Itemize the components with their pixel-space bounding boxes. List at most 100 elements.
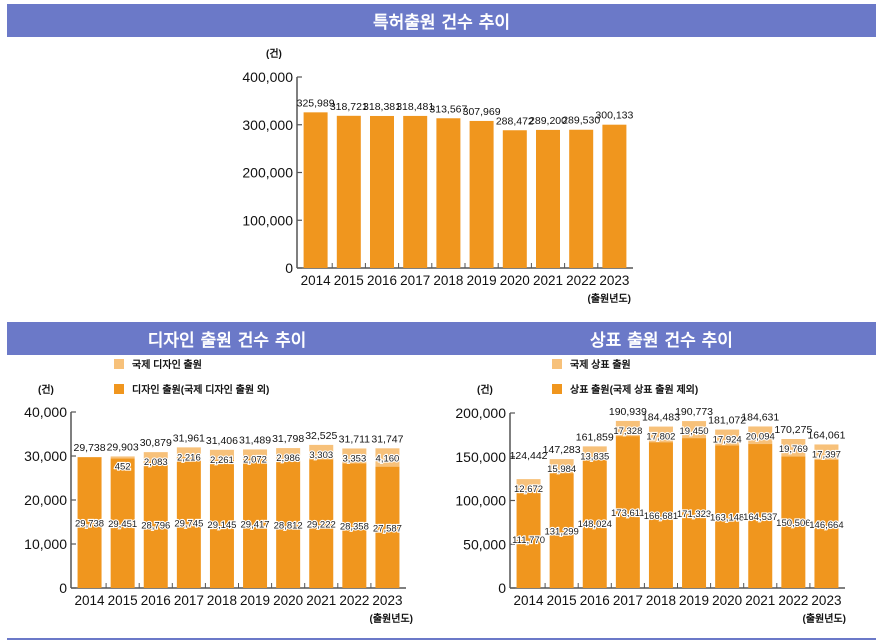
bar-segment-main: [582, 458, 607, 588]
bar-main-value-label: 173,611: [611, 508, 645, 519]
x-tick-label: 2016: [580, 593, 610, 608]
bar-segment-main: [110, 458, 135, 588]
bar-intl-value-label: 19,450: [680, 426, 709, 437]
x-tick-label: 2018: [433, 273, 463, 288]
bar-segment-intl: [342, 448, 367, 464]
patent-chart-title: 특허출원 건수 추이: [7, 4, 876, 37]
bar-segment-main: [77, 457, 102, 588]
bar: [502, 130, 527, 268]
bar-main-value-label: 163,148: [710, 513, 744, 524]
x-tick-label: 2018: [207, 593, 237, 608]
bar-segment-main: [342, 463, 367, 588]
bar-intl-value-label: 17,328: [613, 426, 642, 437]
x-tick-label: 2022: [339, 593, 369, 608]
bar-total-label: 31,961: [173, 432, 205, 444]
bar-segment-main: [209, 459, 234, 588]
y-tick-label: 20,000: [24, 492, 67, 508]
bar-main-value-label: 148,024: [578, 519, 612, 530]
x-tick-label: 2014: [75, 593, 106, 608]
bar: [536, 129, 560, 268]
x-axis-label: (출원년도): [370, 612, 413, 625]
x-tick-label: 2017: [174, 593, 204, 608]
bar-segment-main: [516, 490, 541, 588]
bar-segment-intl: [375, 448, 400, 467]
x-tick-label: 2021: [533, 273, 563, 288]
legend-label-main: 상표 출원(국제 상표 출원 제외): [570, 383, 698, 396]
bar-intl-value-label: 2,083: [144, 457, 168, 468]
bar-main-value-label: 146,664: [809, 520, 843, 531]
bar-total-label: 31,798: [272, 433, 304, 445]
bar-segment-intl: [648, 426, 673, 443]
bar-segment-intl: [682, 421, 707, 439]
x-tick-label: 2014: [514, 593, 545, 608]
bar-total-label: 30,879: [140, 437, 172, 449]
bar-main-value-label: 29,417: [241, 519, 270, 530]
bar-value-label: 300,133: [595, 110, 633, 122]
bar-total-label: 184,631: [741, 411, 779, 423]
y-tick-label: 30,000: [24, 448, 67, 464]
legend-label-intl: 국제 상표 출원: [570, 358, 631, 371]
bar-segment-intl: [276, 448, 301, 462]
legend-label-intl: 국제 디자인 출원: [132, 358, 202, 371]
bar-intl-value-label: 3,353: [342, 453, 366, 464]
y-tick-label: 10,000: [24, 536, 67, 552]
bar-segment-main: [814, 459, 839, 588]
bar-intl-value-label: 15,984: [547, 464, 576, 475]
x-tick-label: 2022: [566, 273, 596, 288]
bar-segment-intl: [110, 456, 135, 459]
bar-segment-main: [309, 459, 334, 588]
bar-total-label: 161,859: [576, 431, 614, 443]
y-tick-label: 300,000: [242, 117, 293, 133]
bar-total-label: 170,275: [774, 424, 812, 436]
x-tick-label: 2020: [500, 273, 530, 288]
x-tick-label: 2022: [778, 593, 808, 608]
bar-main-value-label: 28,358: [340, 522, 369, 533]
lower-title-bar: 디자인 출원 건수 추이 상표 출원 건수 추이: [7, 322, 876, 355]
bar-total-label: 32,525: [305, 430, 337, 442]
bar-value-label: 289,530: [562, 115, 600, 127]
bar-segment-main: [243, 458, 268, 588]
y-tick-label: 400,000: [242, 69, 293, 85]
x-tick-label: 2019: [679, 593, 709, 608]
bar-value-label: 318,381: [363, 101, 401, 113]
bar-value-label: 318,481: [396, 101, 434, 113]
bar-segment-main: [375, 466, 400, 588]
x-axis-label: (출원년도): [803, 612, 846, 625]
bar-segment-intl: [176, 447, 201, 458]
bar-intl-value-label: 17,802: [646, 432, 675, 443]
x-tick-label: 2016: [141, 593, 171, 608]
y-tick-label: 0: [285, 260, 293, 276]
bar-total-label: 147,283: [543, 444, 581, 456]
design-title-text: 디자인 출원 건수 추이: [147, 331, 307, 351]
bar-intl-value-label: 2,986: [276, 453, 300, 464]
y-tick-label: 0: [59, 580, 67, 596]
bar-value-label: 318,721: [330, 101, 368, 113]
bar-total-label: 190,939: [609, 406, 647, 418]
bar-main-value-label: 150,506: [776, 518, 810, 529]
x-tick-label: 2020: [712, 593, 742, 608]
bar-segment-main: [648, 442, 673, 588]
bar: [569, 129, 594, 268]
x-tick-label: 2018: [646, 593, 676, 608]
bar-total-label: 124,442: [510, 450, 548, 462]
x-axis-label: (출원년도): [588, 292, 631, 305]
bar-value-label: 289,200: [529, 115, 567, 127]
bar-main-value-label: 164,537: [743, 512, 777, 523]
y-tick-label: 200,000: [242, 165, 293, 181]
bar-main-value-label: 29,738: [75, 519, 104, 530]
bar-main-value-label: 131,299: [544, 527, 578, 538]
bar-intl-value-label: 452: [115, 461, 131, 472]
unit-label: (건): [477, 383, 493, 396]
bar-total-label: 184,483: [642, 412, 680, 424]
x-tick-label: 2016: [367, 273, 397, 288]
bar-total-label: 164,061: [807, 429, 845, 441]
x-tick-label: 2015: [547, 593, 577, 608]
bar-main-value-label: 166,681: [644, 511, 678, 522]
trademark-title-text: 상표 출원 건수 추이: [590, 331, 733, 351]
bar-intl-value-label: 20,094: [746, 431, 775, 442]
unit-label: (건): [38, 383, 54, 396]
bar-intl-value-label: 19,769: [779, 444, 808, 455]
bar-intl-value-label: 17,924: [713, 435, 742, 446]
